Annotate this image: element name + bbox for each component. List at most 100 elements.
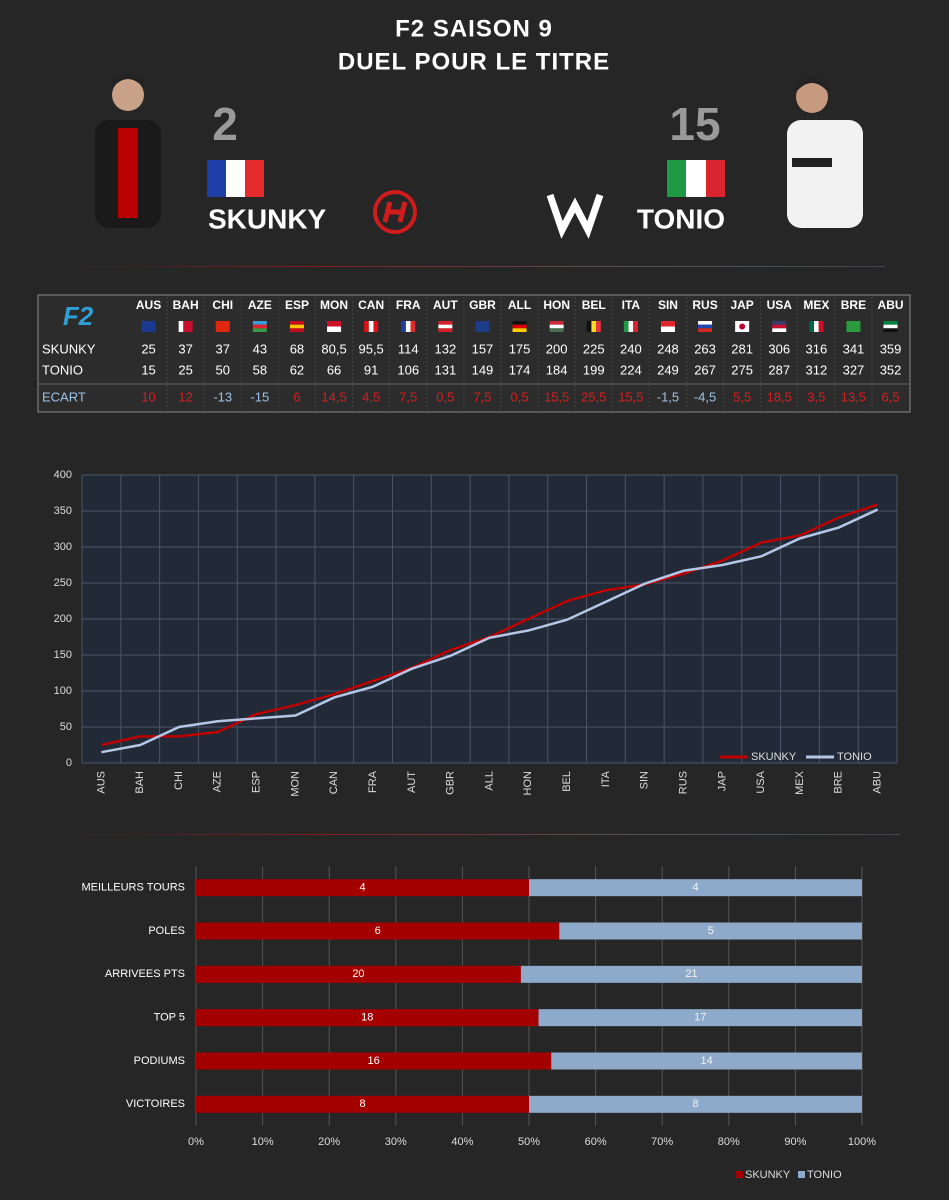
table-cell: 25,5 (581, 389, 606, 404)
flag-france (207, 160, 264, 197)
legend-label: SKUNKY (745, 1169, 791, 1181)
table-cell: 13,5 (841, 389, 866, 404)
table-cell: -4,5 (694, 389, 716, 404)
table-cell: 68 (290, 341, 304, 356)
x-tick-label: ITA (600, 770, 612, 787)
title-line: F2 SAISON 9 (395, 15, 553, 42)
flag-stripe (549, 321, 564, 325)
table-cell: 15,5 (544, 389, 569, 404)
flag-stripe (818, 321, 824, 332)
table-cell: 106 (397, 362, 419, 377)
flag-stripe (660, 321, 675, 327)
y-tick-label: ARRIVEES PTS (105, 968, 185, 980)
row-label: TONIO (42, 362, 83, 377)
data-label: 20 (352, 968, 364, 980)
flag-stripe (809, 321, 815, 332)
table-cell: 352 (880, 362, 902, 377)
column-header: USA (767, 298, 793, 312)
column-header: MEX (803, 298, 829, 312)
x-tick-label: CAN (328, 771, 340, 794)
x-tick-label: ALL (483, 771, 495, 791)
flag-stripe (289, 321, 304, 325)
table-cell: 66 (327, 362, 341, 377)
table-cell: 3,5 (807, 389, 825, 404)
column-header: ABU (878, 298, 904, 312)
column-header: BRE (841, 298, 866, 312)
legend-label: TONIO (807, 1169, 842, 1181)
table-cell: 43 (253, 341, 267, 356)
flag-stripe (364, 321, 369, 332)
table-cell: 306 (768, 341, 790, 356)
y-tick-label: 400 (54, 469, 72, 481)
column-header: ITA (622, 298, 641, 312)
table-cell: 4,5 (362, 389, 380, 404)
x-tick-label: 70% (651, 1136, 673, 1148)
bar-segment (538, 1009, 862, 1027)
table-cell: 249 (657, 362, 679, 377)
x-tick-label: SIN (639, 771, 651, 789)
data-label: 14 (700, 1055, 712, 1067)
column-header: ALL (508, 298, 531, 312)
bar-segment (196, 922, 560, 940)
data-label: 8 (692, 1098, 698, 1110)
data-label: 8 (359, 1098, 365, 1110)
flag-stripe (512, 321, 527, 325)
flag-stripe (772, 324, 787, 329)
flag-stripe (772, 321, 787, 325)
table-cell: 80,5 (321, 341, 346, 356)
table-cell: 37 (216, 341, 230, 356)
y-tick-label: VICTOIRES (126, 1098, 185, 1110)
x-tick-label: 50% (518, 1136, 540, 1148)
x-tick-label: 100% (848, 1136, 876, 1148)
driver-number: 15 (669, 98, 720, 150)
bar-segment (529, 1095, 862, 1113)
flag-stripe (410, 321, 416, 332)
table-cell: 95,5 (358, 341, 383, 356)
table-cell: 240 (620, 341, 642, 356)
x-tick-label: AZE (212, 771, 224, 792)
bar-segment (196, 879, 529, 897)
column-header: BAH (173, 298, 199, 312)
table-cell: 15,5 (618, 389, 643, 404)
table-cell: -1,5 (657, 389, 679, 404)
flag-stripe (373, 321, 379, 332)
team-logo (546, 193, 604, 239)
bar-segment (520, 965, 862, 983)
column-header: AZE (248, 298, 272, 312)
y-tick-label: POLES (148, 925, 185, 937)
flag-stripe (814, 321, 819, 332)
flag-stripe (591, 321, 597, 332)
column-header: ESP (285, 298, 309, 312)
bar-segment (196, 1009, 539, 1027)
y-tick-label: 200 (54, 613, 72, 625)
flag-stripe (289, 328, 304, 332)
x-tick-label: FRA (367, 770, 379, 793)
column-header: FRA (396, 298, 421, 312)
column-header: HON (543, 298, 570, 312)
flag-stripe (327, 326, 342, 332)
table-cell: 149 (472, 362, 494, 377)
table-cell: 5,5 (733, 389, 751, 404)
separator (65, 266, 885, 267)
table-cell: 37 (178, 341, 192, 356)
flag-stripe (141, 321, 156, 332)
title-line: DUEL POUR LE TITRE (338, 48, 610, 75)
standings-table (37, 294, 911, 413)
y-tick-label: PODIUMS (134, 1055, 185, 1067)
portrait (95, 74, 161, 228)
table-cell: 14,5 (321, 389, 346, 404)
table-cell: 316 (805, 341, 827, 356)
table-cell: 199 (583, 362, 605, 377)
flag-stripe (183, 321, 188, 332)
data-label: 4 (359, 882, 365, 894)
table-cell: 287 (768, 362, 790, 377)
y-tick-label: 100 (54, 685, 72, 697)
flag-stripe (772, 328, 787, 332)
flag-stripe (178, 321, 184, 332)
bar-segment (196, 1095, 529, 1113)
flag-stripe (628, 321, 634, 332)
column-header: SIN (658, 298, 678, 312)
table-cell: 157 (472, 341, 494, 356)
